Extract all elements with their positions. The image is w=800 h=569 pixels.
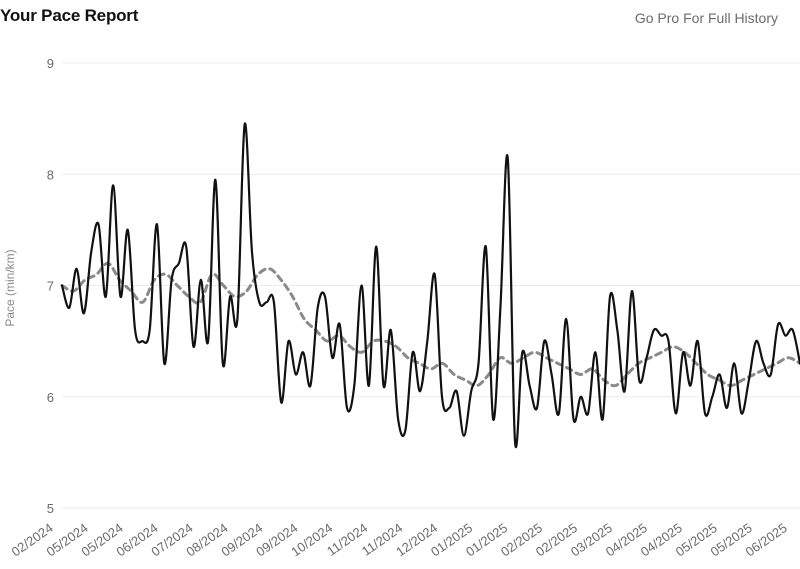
trend-line-dashed <box>60 261 800 388</box>
page-title: Your Pace Report <box>0 6 139 25</box>
y-tick-label: 7 <box>47 279 54 294</box>
y-tick-label: 6 <box>47 390 54 405</box>
y-tick-label: 9 <box>47 56 54 71</box>
series-lines <box>60 122 800 448</box>
y-tick-label: 5 <box>47 501 54 516</box>
go-pro-link[interactable]: Go Pro For Full History <box>634 10 778 26</box>
x-tick-labels: 02/202405/202405/202406/202407/202408/20… <box>9 520 790 559</box>
y-tick-labels: 5 6 7 8 9 <box>47 56 54 516</box>
y-tick-label: 8 <box>47 167 54 182</box>
pace-line <box>60 122 800 448</box>
